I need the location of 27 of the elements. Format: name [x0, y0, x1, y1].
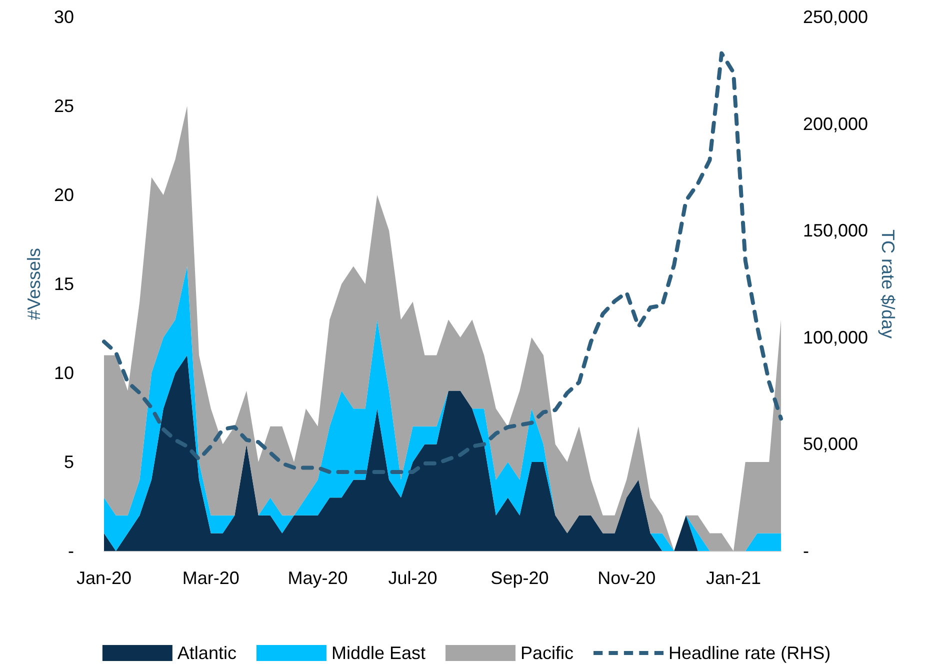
line-series: [102, 51, 783, 474]
x-tick-label: Nov-20: [598, 568, 656, 588]
legend-label: Pacific: [520, 643, 574, 663]
y-tick-label: 10: [54, 363, 74, 383]
x-tick-label: Mar-20: [182, 568, 240, 588]
x-tick-label: Jul-20: [388, 568, 438, 588]
y2-tick-label: -: [803, 541, 809, 561]
y-tick-label: 25: [54, 96, 74, 116]
x-tick-label: Jan-21: [706, 568, 762, 588]
legend-label: Middle East: [331, 643, 426, 663]
y-tick-label: 30: [54, 7, 74, 27]
y-tick-label: 15: [54, 274, 74, 294]
y2-axis-title: TC rate $/day: [878, 229, 898, 339]
y2-tick-label: 100,000: [803, 327, 868, 348]
y2-tick-label: 250,000: [803, 7, 868, 27]
y2-tick-label: 150,000: [803, 220, 868, 241]
y-tick-label: -: [68, 541, 74, 561]
y-tick-label: 5: [64, 452, 74, 472]
x-tick-label: Sep-20: [490, 568, 549, 588]
legend-label: Atlantic: [177, 643, 236, 663]
legend-label: Headline rate (RHS): [668, 643, 831, 663]
x-tick-label: Jan-20: [76, 568, 132, 588]
x-tick-label: May-20: [288, 568, 348, 588]
y2-tick-label: 50,000: [803, 434, 858, 454]
y-tick-label: 20: [54, 185, 74, 205]
y2-tick-label: 200,000: [803, 114, 868, 134]
y-axis-title: #Vessels: [24, 248, 44, 320]
